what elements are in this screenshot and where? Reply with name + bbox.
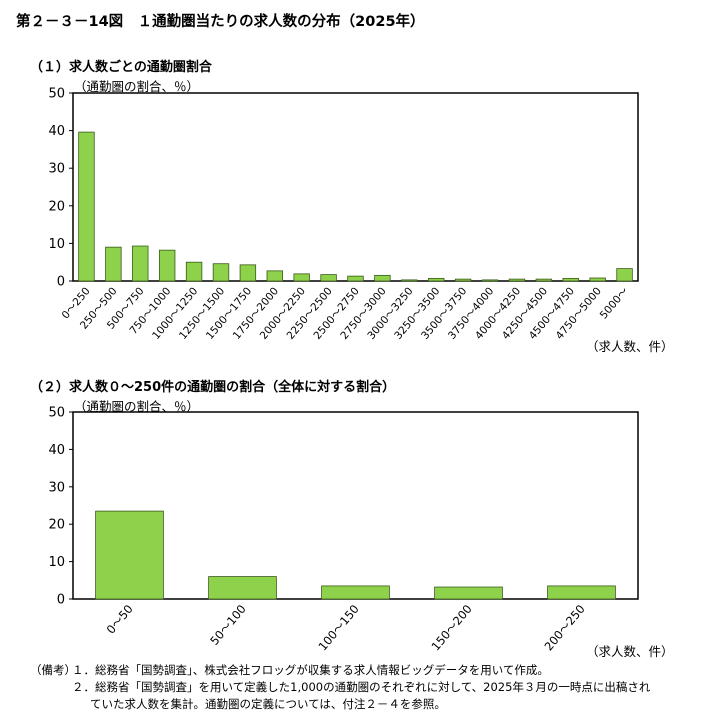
chart2-category-label: 200～250 — [541, 602, 587, 653]
chart2-ylabel: （通勤圏の割合、％） — [74, 399, 200, 414]
chart1-bar — [616, 268, 633, 282]
chart2-ytick-label: 40 — [48, 443, 65, 458]
figure-title: 第２－３－14図 １通勤圏当たりの求人数の分布（2025年） — [16, 14, 425, 30]
chart1-bar — [239, 264, 257, 282]
chart2-category-label: 150～200 — [428, 602, 474, 653]
chart2-category-label: 50～100 — [207, 602, 249, 648]
chart1-bar — [454, 278, 472, 282]
chart1-bar — [481, 279, 499, 282]
chart2-ytick-label: 30 — [48, 480, 65, 495]
chart2-subtitle: （２）求人数０～250件の通勤圏の割合（全体に対する割合） — [30, 380, 396, 395]
chart1-bar — [132, 245, 149, 282]
note-2: ２．総務省「国勢調査」を用いて定義した1,000の通勤圏のそれぞれに対して、20… — [72, 680, 651, 694]
chart2-ytick-label: 10 — [48, 555, 65, 570]
chart1-ytick-label: 20 — [48, 199, 65, 214]
chart1-bar — [535, 278, 553, 282]
chart1-bar — [401, 279, 418, 282]
chart1-subtitle: （１）求人数ごとの通勤圏割合 — [30, 60, 212, 75]
chart1-bar — [374, 274, 391, 282]
chart1-bar — [158, 249, 176, 282]
chart1-ytick-label: 50 — [48, 87, 65, 102]
chart1-bar — [266, 270, 283, 282]
chart1-bar — [293, 273, 310, 282]
chart1-bar — [105, 246, 122, 282]
chart2-xlabel: （求人数、件） — [586, 644, 674, 659]
chart2-ytick-label: 0 — [57, 593, 65, 608]
chart1-bar — [212, 263, 230, 282]
chart1-ytick-label: 30 — [48, 162, 65, 177]
chart1-bar — [428, 277, 445, 282]
chart1-bar — [185, 261, 203, 282]
chart2-bar — [434, 586, 503, 600]
note-2-continuation: ていた求人数を集計。通勤圏の定義については、付注２－４を参照。 — [90, 697, 446, 711]
chart2-category-label: 0～50 — [104, 602, 136, 637]
chart2-ytick-label: 50 — [48, 406, 65, 421]
chart1-xlabel: （求人数、件） — [586, 339, 674, 354]
chart1-bar — [78, 131, 95, 282]
chart2-ytick-label: 20 — [48, 518, 65, 533]
chart1-plot: 010203040500～250250～500500～750750～100010… — [48, 87, 639, 342]
chart2-bar — [321, 585, 390, 600]
notes-label: （備考） — [30, 663, 76, 677]
chart2-category-label: 100～150 — [315, 602, 361, 653]
chart1-bar — [347, 275, 364, 282]
chart1-bar — [320, 274, 337, 282]
note-1: １．総務省「国勢調査」、株式会社フロッグが収集する求人情報ビッグデータを用いて作… — [72, 663, 549, 677]
chart1-ytick-label: 0 — [57, 275, 65, 290]
chart2-bar — [547, 585, 616, 600]
chart2-bar — [95, 510, 164, 600]
chart1-ytick-label: 40 — [48, 124, 65, 139]
chart1-bar — [508, 278, 526, 282]
chart1-bar — [589, 277, 606, 282]
notes: （備考）１．総務省「国勢調査」、株式会社フロッグが収集する求人情報ビッグデータを… — [30, 662, 650, 713]
chart1-ylabel: （通勤圏の割合、％） — [74, 79, 200, 94]
chart2-plot: 0 10 20 30 40 50 0～50 50～100 100～150 150～200 200～2… — [48, 406, 639, 653]
chart1-bar — [562, 277, 579, 282]
chart1-ytick-label: 10 — [48, 237, 65, 252]
chart2-bar — [208, 576, 277, 600]
